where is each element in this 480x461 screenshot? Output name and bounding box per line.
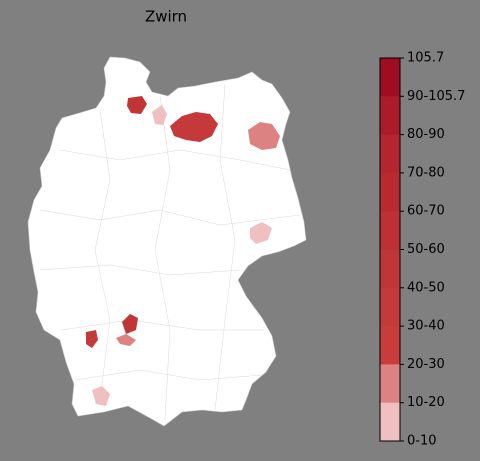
region-baden — [116, 334, 136, 346]
region-main — [122, 314, 138, 334]
region-pfalz — [86, 330, 98, 348]
legend-swatch — [380, 172, 400, 212]
legend-swatch — [380, 58, 400, 97]
region-black-forest — [92, 386, 110, 406]
legend-swatch — [380, 364, 400, 404]
legend-swatch — [380, 326, 400, 365]
legend-label: 20-30 — [407, 357, 445, 372]
legend-label: 105.7 — [407, 51, 444, 66]
legend-label: 40-50 — [407, 280, 445, 295]
legend-label: 80-90 — [407, 127, 445, 142]
legend-swatch — [380, 402, 400, 442]
region-saxony — [250, 222, 272, 244]
region-mecklenburg — [170, 112, 218, 142]
legend: 105.7 90-105.7 80-90 70-80 60-70 50-60 40-50 30… — [379, 51, 465, 449]
map-title: Zwirn — [145, 8, 187, 26]
country-outline — [27, 56, 307, 427]
legend-label: 70-80 — [407, 165, 445, 180]
region-hamburg — [127, 96, 147, 114]
legend-swatch — [380, 287, 400, 327]
legend-label: 50-60 — [407, 242, 445, 257]
district-borders — [39, 83, 301, 421]
legend-label: 60-70 — [407, 204, 445, 219]
legend-swatch — [380, 249, 400, 289]
legend-swatch — [380, 211, 400, 250]
legend-label: 90-105.7 — [407, 89, 465, 104]
legend-label: 0-10 — [407, 434, 437, 449]
legend-swatch — [380, 134, 400, 174]
legend-swatch — [380, 96, 400, 136]
legend-label: 10-20 — [407, 395, 445, 410]
region-brandenburg — [248, 122, 280, 150]
region-luebeck — [152, 105, 167, 125]
germany-map — [27, 56, 307, 427]
legend-label: 30-40 — [407, 319, 445, 334]
